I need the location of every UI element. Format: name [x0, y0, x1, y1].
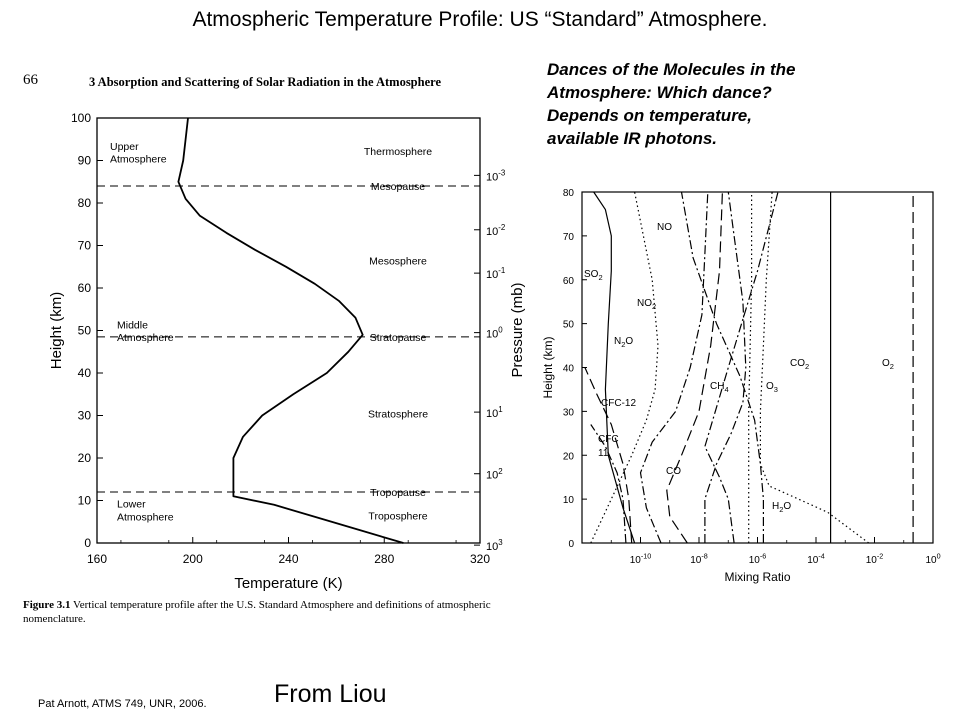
series-line — [639, 191, 709, 544]
region-label: Stratosphere — [368, 409, 428, 421]
dances-line: Dances of the Molecules in the — [547, 60, 796, 79]
pressure-tick-label: 101 — [486, 405, 503, 420]
species-label: CH4 — [710, 381, 729, 394]
book-section-header: 3 Absorption and Scattering of Solar Rad… — [89, 75, 442, 89]
x-tick-label: 160 — [87, 552, 107, 566]
species-label: CFC-12 — [601, 398, 636, 409]
y-tick-label: 50 — [78, 324, 92, 338]
dances-note: Dances of the Molecules in the Atmospher… — [547, 58, 947, 150]
y-tick-label: 0 — [568, 539, 574, 550]
x-tick-label: 10-2 — [866, 552, 884, 567]
species-label: CO2 — [790, 358, 809, 371]
species-label: NO — [657, 222, 672, 233]
species-label: CO — [666, 466, 681, 477]
region-label: Atmosphere — [117, 332, 174, 344]
x-tick-label: 280 — [374, 552, 394, 566]
y-axis-label: Height (km) — [541, 336, 555, 398]
species-label: O3 — [766, 381, 778, 394]
from-liou-label: From Liou — [274, 680, 387, 708]
species-label: O2 — [882, 358, 894, 371]
species-label: SO2 — [584, 269, 603, 282]
pressure-axis-label: Pressure (mb) — [509, 282, 526, 377]
x-tick-label: 10-6 — [749, 552, 767, 567]
y-tick-label: 30 — [563, 407, 575, 418]
dances-line: available IR photons. — [547, 129, 718, 148]
y-tick-label: 50 — [563, 320, 575, 331]
species-label: H2O — [772, 501, 791, 514]
pressure-tick-label: 10-2 — [486, 223, 505, 238]
y-tick-label: 80 — [78, 196, 92, 210]
species-label: CFC — [598, 434, 619, 445]
caption-text: Vertical temperature profile after the U… — [23, 599, 491, 625]
pressure-tick-label: 10-3 — [486, 168, 506, 183]
y-tick-label: 100 — [71, 111, 91, 125]
region-label: Thermosphere — [364, 146, 432, 158]
x-tick-label: 200 — [183, 552, 203, 566]
y-tick-label: 40 — [563, 364, 575, 375]
y-tick-label: 10 — [78, 494, 92, 508]
series-line — [704, 191, 747, 543]
y-tick-label: 80 — [563, 188, 575, 199]
series-line — [680, 191, 764, 543]
book-page-number: 66 — [23, 72, 38, 88]
dances-line: Atmosphere: Which dance? — [547, 83, 772, 102]
y-tick-label: 30 — [78, 409, 92, 423]
y-tick-label: 10 — [563, 495, 575, 506]
region-label: Atmosphere — [110, 154, 167, 166]
species-label: NO2 — [637, 298, 656, 311]
series-line — [748, 192, 753, 543]
x-tick-label: 320 — [470, 552, 490, 566]
y-tick-label: 20 — [78, 451, 92, 465]
series-line — [759, 191, 870, 544]
region-label: Upper — [110, 141, 139, 153]
y-tick-label: 90 — [78, 154, 92, 168]
x-tick-label: 10-10 — [630, 552, 652, 567]
pressure-tick-label: 102 — [486, 467, 503, 482]
credit-line: Pat Arnott, ATMS 749, UNR, 2006. — [38, 698, 207, 710]
caption-label: Figure 3.1 — [23, 599, 71, 611]
region-label: Troposphere — [368, 511, 427, 523]
series-line — [593, 191, 636, 544]
pressure-tick-label: 100 — [486, 326, 503, 341]
figure-caption: Figure 3.1 Vertical temperature profile … — [23, 598, 543, 626]
y-tick-label: 0 — [84, 536, 91, 550]
x-tick-label: 10-8 — [690, 552, 708, 567]
species-label: 11 — [598, 448, 609, 459]
boundary-label: Mesopause — [371, 181, 425, 193]
series-line — [584, 367, 633, 544]
temperature-curve — [177, 117, 404, 544]
y-tick-label: 60 — [563, 276, 575, 287]
region-label: Mesosphere — [369, 256, 427, 268]
region-label: Lower — [117, 499, 146, 511]
boundary-label: Stratopause — [370, 332, 427, 344]
boundary-label: Tropopause — [370, 487, 426, 499]
plot-frame — [581, 191, 934, 544]
x-tick-label: 240 — [278, 552, 298, 566]
series-line — [666, 191, 723, 544]
y-tick-label: 40 — [78, 366, 92, 380]
dances-line: Depends on temperature, — [547, 106, 752, 125]
temperature-profile-chart: 160 200 240 280 320 0 10 20 30 40 50 60 70 80 90 100 10-… — [48, 111, 526, 592]
x-tick-label: 100 — [925, 552, 940, 567]
y-tick-label: 20 — [563, 451, 575, 462]
series-line — [590, 424, 627, 544]
pressure-tick-label: 103 — [486, 538, 503, 553]
y-axis-label: Height (km) — [48, 292, 65, 370]
slide-title: Atmospheric Temperature Profile: US “Sta… — [192, 8, 768, 31]
series-line — [704, 191, 779, 544]
region-label: Atmosphere — [117, 511, 174, 523]
x-axis-label: Mixing Ratio — [724, 570, 790, 584]
pressure-tick-label: 10-1 — [486, 266, 506, 281]
region-label: Middle — [117, 319, 148, 331]
series-line — [590, 191, 659, 544]
y-tick-label: 60 — [78, 281, 92, 295]
y-tick-label: 70 — [563, 232, 575, 243]
mixing-ratio-chart: 10-10 10-8 10-6 10-4 10-2 100 0 10 20 30 40 50 60 70 8… — [541, 188, 941, 584]
x-tick-label: 10-4 — [807, 552, 825, 567]
species-label: N2O — [614, 336, 633, 349]
x-axis-label: Temperature (K) — [234, 575, 342, 592]
y-tick-label: 70 — [78, 239, 92, 253]
